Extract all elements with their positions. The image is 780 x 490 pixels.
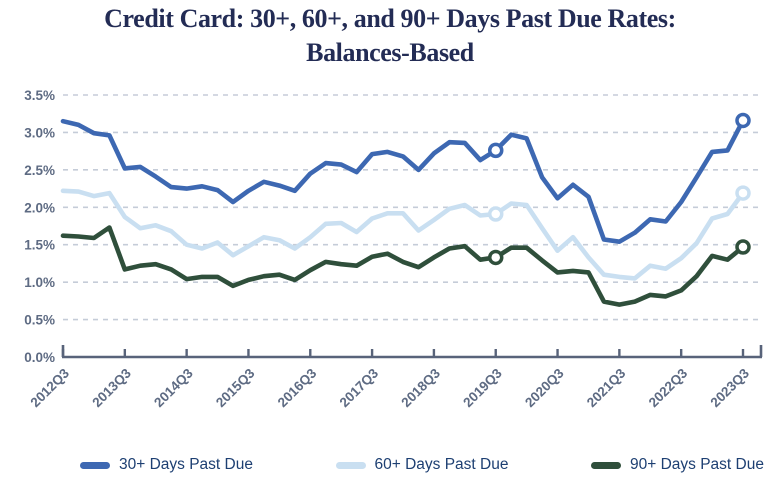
x-axis-tick-label: 2014Q3 [151,365,196,410]
x-axis-tick-label: 2018Q3 [398,365,443,410]
y-axis-tick-label: 2.5% [24,163,55,178]
line-chart-canvas: 0.0% 0.5% 1.0% 1.5% 2.0% 2.5% 3.0% 3.5% 2012Q3 20… [24,88,763,410]
chart-title-line1: Credit Card: 30+, 60+, and 90+ Days Past… [104,4,676,33]
x-axis-tick-label: 2022Q3 [646,365,691,410]
series-line-90-days-past-due [60,225,746,307]
x-axis-tick-label: 2017Q3 [337,365,382,410]
chart-title-line2: Balances-Based [306,38,474,67]
x-axis-tick-label: 2019Q3 [460,365,505,410]
y-axis-tick-label: 0.5% [24,313,55,328]
x-axis-tick-label: 2020Q3 [522,365,567,410]
x-axis-tick-label: 2015Q3 [213,365,258,410]
legend-item-30-days-past-due: 30+ Days Past Due [80,456,253,474]
x-axis-tick-label: 2012Q3 [28,365,73,410]
legend-label-60-days-past-due: 60+ Days Past Due [374,456,509,473]
y-axis-tick-label: 0.0% [24,350,55,365]
chart-title: Credit Card: 30+, 60+, and 90+ Days Past… [0,2,780,70]
highlight-marker-2019Q3 [487,249,504,266]
x-axis-tick-label: 2021Q3 [584,365,629,410]
legend-item-90-days-past-due: 90+ Days Past Due [591,456,764,474]
legend-swatch-60-days-past-due [335,461,366,469]
y-axis-tick-label: 3.5% [24,88,55,103]
legend-swatch-30-days-past-due [80,461,110,469]
x-axis-tick-label: 2023Q3 [708,365,753,410]
legend-label-90-days-past-due: 90+ Days Past Due [630,456,764,473]
highlight-marker-2023Q3 [735,112,751,129]
highlight-marker-2023Q3 [735,185,751,201]
legend-item-60-days-past-due: 60+ Days Past Due [335,456,509,474]
y-axis-tick-label: 1.0% [24,275,55,290]
legend-swatch-90-days-past-due [591,461,621,469]
chart-legend: 30+ Days Past Due 60+ Days Past Due 90+ Da… [0,456,780,474]
highlight-marker-2023Q3 [735,239,751,255]
highlight-marker-2019Q3 [487,142,504,159]
series-line-60-days-past-due [60,188,746,281]
y-axis-tick-label: 3.0% [24,125,55,140]
highlight-marker-2019Q3 [487,206,504,222]
x-axis-tick-label: 2013Q3 [89,365,134,410]
y-axis-tick-label: 2.0% [24,200,55,215]
series-line-30-days-past-due [60,118,746,244]
x-axis-tick-label: 2016Q3 [275,365,320,410]
y-axis-tick-label: 1.5% [24,238,55,253]
legend-label-30-days-past-due: 30+ Days Past Due [119,456,253,473]
